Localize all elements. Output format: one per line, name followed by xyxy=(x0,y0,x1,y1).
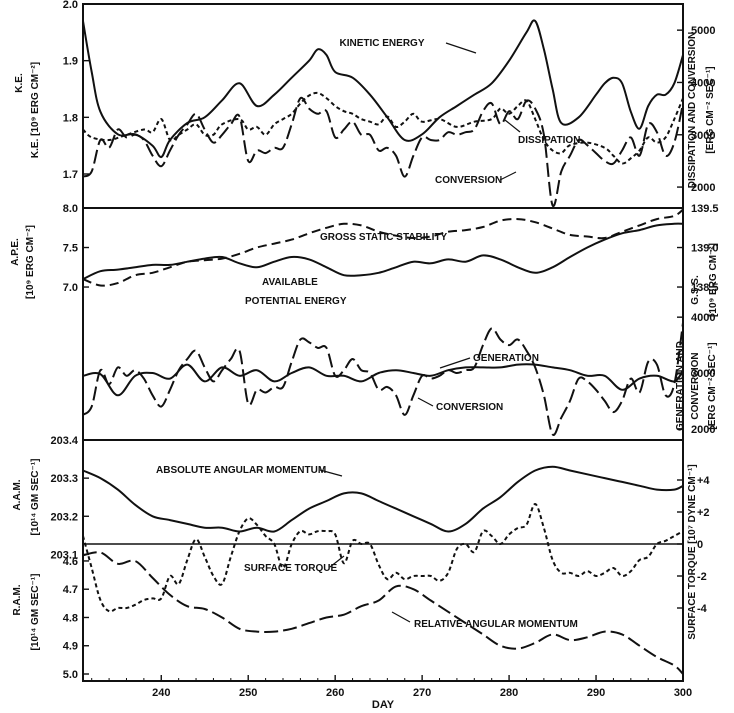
x-axis-label: DAY xyxy=(372,699,395,711)
annotation-surface-torque: SURFACE TORQUE xyxy=(244,563,337,574)
annotation-gross-static-stability: GROSS STATIC STABILITY xyxy=(320,232,448,243)
aam-axis-label-1: A.A.M. xyxy=(12,479,23,510)
gss-axis-tick-label-0: 138.5 xyxy=(691,282,719,294)
leader-surface-torque xyxy=(329,555,345,568)
ke-axis-tick-label-2: 1.9 xyxy=(63,56,78,68)
dissipation-axis-tick-label-3: 5000 xyxy=(691,25,715,37)
x-tick-label-2: 260 xyxy=(326,687,344,699)
gss-axis-tick-label-2: 139.5 xyxy=(691,203,719,215)
dissipation-axis-tick-label-2: 4000 xyxy=(691,77,715,89)
dissipation-axis-tick-label-0: 2000 xyxy=(691,182,715,194)
plot-frame xyxy=(82,3,684,682)
torque-axis-tick-label-1: +2 xyxy=(697,507,710,519)
gss-axis-label-2: [10⁹ ERG CM⁻²] xyxy=(708,243,719,317)
series-available-potential-energy xyxy=(82,222,684,281)
dissipation-axis-tick-label-1: 3000 xyxy=(691,130,715,142)
leader-conversion-2 xyxy=(417,397,434,407)
annotation-conversion-2: CONVERSION xyxy=(436,402,503,413)
series-gross-static-stability xyxy=(82,208,684,287)
annotation-absolute-angular-momentum: ABSOLUTE ANGULAR MOMENTUM xyxy=(156,465,326,476)
gss-axis-tick-label-1: 139.0 xyxy=(691,243,719,255)
annotation-dissipation: DISSIPATION xyxy=(518,135,580,146)
surface-torque-axis-label: SURFACE TORQUE [10⁷ DYNE CM⁻¹] xyxy=(687,464,698,639)
series-surface-torque xyxy=(82,502,684,613)
series-conversion-1 xyxy=(82,96,684,208)
chart-plot-layer: 240 250 260 270 280 290 300 1.7 1.8 1.9 2.0 2000 300… xyxy=(50,0,718,699)
ape-axis-label-2: [10⁹ ERG CM⁻²] xyxy=(25,225,36,299)
annotation-kinetic-energy: KINETIC ENERGY xyxy=(339,38,424,49)
ke-axis-label-2: K.E. [10⁹ ERG CM⁻²] xyxy=(30,62,41,158)
leader-conversion-1 xyxy=(499,171,517,181)
torque-axis-tick-label-2: 0 xyxy=(697,539,703,551)
aam-axis-tick-label-2: 203.3 xyxy=(50,473,78,485)
series-relative-angular-momentum xyxy=(82,551,684,675)
generation-axis-label-3: [ERG CM⁻² SEC⁻¹] xyxy=(707,342,718,429)
ke-axis-label-1: K.E. xyxy=(14,73,25,93)
ram-axis-tick-label-1: 4.7 xyxy=(63,584,78,596)
x-tick-label-1: 250 xyxy=(239,687,257,699)
annotation-available: AVAILABLE xyxy=(262,277,318,288)
torque-axis-tick-label-0: +4 xyxy=(697,475,710,487)
torque-axis-tick-label-3: -2 xyxy=(697,571,707,583)
ape-axis-label-1: A.P.E. xyxy=(10,238,21,266)
generation-axis-label-2: CONVERSION xyxy=(690,352,701,419)
torque-axis-tick-label-4: -4 xyxy=(697,603,708,615)
annotation-relative-angular-momentum: RELATIVE ANGULAR MOMENTUM xyxy=(414,619,578,630)
aam-axis-label-2: [10¹⁴ GM SEC⁻¹] xyxy=(30,459,41,536)
gss-axis-label-1: G.S.S. xyxy=(690,275,701,305)
ke-axis-tick-label-1: 1.8 xyxy=(63,112,78,124)
ke-axis-tick-label-3: 2.0 xyxy=(63,0,78,11)
x-tick-label-0: 240 xyxy=(152,687,170,699)
ram-axis-label-1: R.A.M. xyxy=(12,584,23,615)
ke-axis-tick-label-0: 1.7 xyxy=(63,169,78,181)
series-kinetic-energy xyxy=(82,19,684,158)
ram-axis-label-2: [10¹⁴ GM SEC⁻¹] xyxy=(30,574,41,651)
series-conversion-2 xyxy=(82,322,684,436)
leader-kinetic-energy xyxy=(445,42,477,54)
annotation-potential-energy: POTENTIAL ENERGY xyxy=(245,296,347,307)
ram-axis-tick-label-3: 4.9 xyxy=(63,641,78,653)
aam-axis-tick-label-3: 203.4 xyxy=(50,435,78,447)
x-tick-label-5: 290 xyxy=(587,687,605,699)
generation-axis-tick-label-0: 2000 xyxy=(691,424,715,436)
ape-axis-tick-label-0: 7.0 xyxy=(63,282,78,294)
ape-axis-tick-label-2: 8.0 xyxy=(63,203,78,215)
annotation-generation: GENERATION xyxy=(473,353,539,364)
leader-generation xyxy=(439,357,471,369)
leader-relative-angular-momentum xyxy=(391,611,411,623)
aam-axis-tick-label-1: 203.2 xyxy=(50,511,78,523)
x-tick-label-6: 300 xyxy=(674,687,692,699)
aam-axis-tick-label-0: 203.1 xyxy=(50,549,78,561)
generation-axis-tick-label-2: 4000 xyxy=(691,312,715,324)
annotation-conversion-1: CONVERSION xyxy=(435,175,502,186)
x-tick-label-4: 280 xyxy=(500,687,518,699)
generation-axis-label-1: GENERATION AND xyxy=(675,341,686,431)
leader-dissipation xyxy=(504,119,521,133)
x-tick-label-3: 270 xyxy=(413,687,431,699)
ram-axis-tick-label-4: 5.0 xyxy=(63,669,78,681)
series-absolute-angular-momentum xyxy=(82,465,684,533)
ram-axis-tick-label-0: 4.6 xyxy=(63,556,78,568)
generation-axis-tick-label-1: 3000 xyxy=(691,368,715,380)
ape-axis-tick-label-1: 7.5 xyxy=(63,243,78,255)
series-generation xyxy=(82,363,684,397)
leader-absolute-angular-momentum xyxy=(319,469,343,477)
dissipation-axis-label-2: [ERG CM⁻² SEC⁻¹] xyxy=(705,66,716,153)
ram-axis-tick-label-2: 4.8 xyxy=(63,612,78,624)
dissipation-axis-label-1: DISSIPATION AND CONVERSION xyxy=(687,32,698,189)
